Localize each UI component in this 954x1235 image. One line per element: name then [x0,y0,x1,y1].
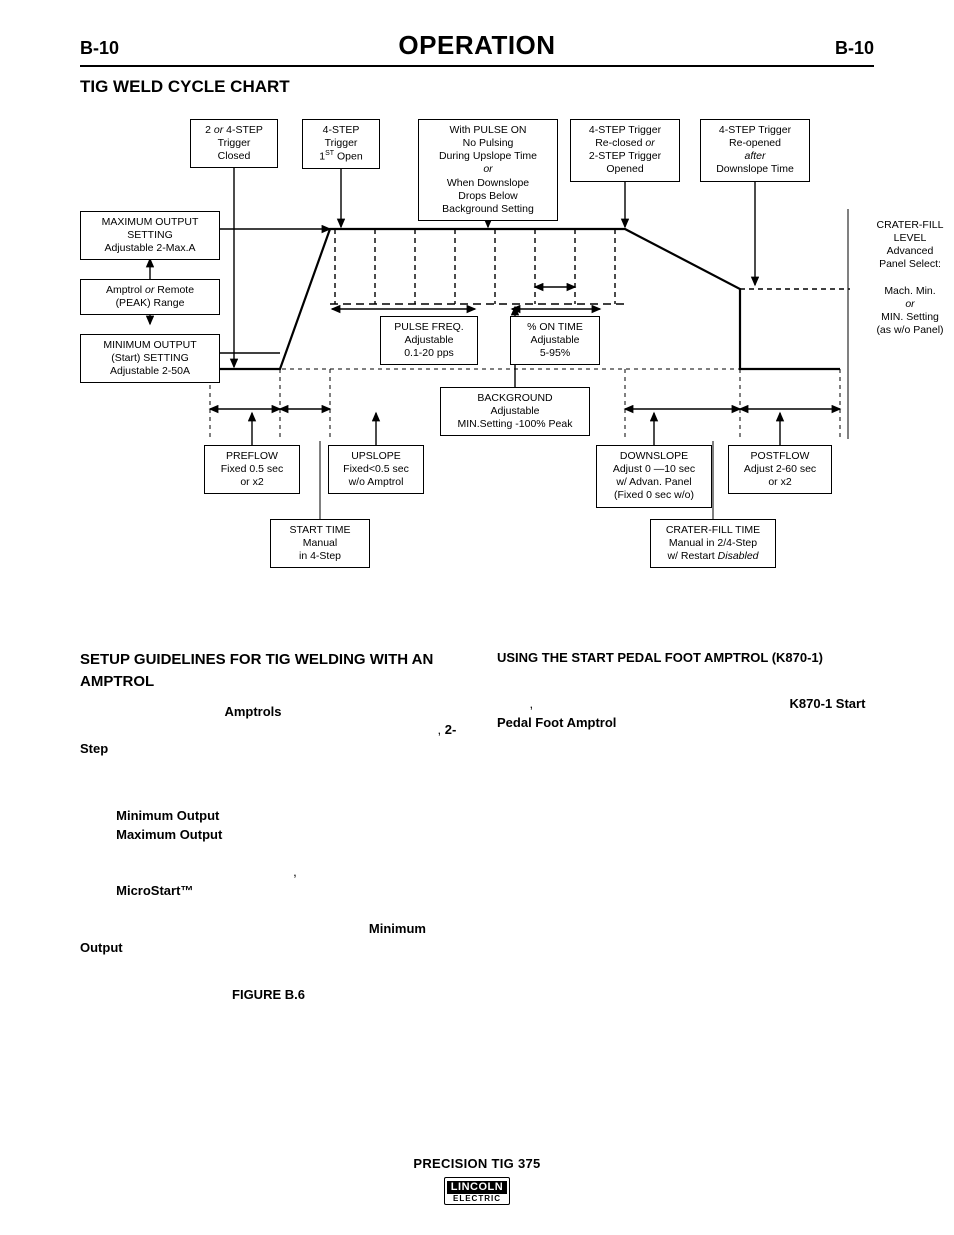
chart-box-downslope: DOWNSLOPEAdjust 0 —10 secw/ Advan. Panel… [596,445,712,508]
kw-microstart: MicroStart™ [116,883,193,898]
chart-box-on_time: % ON TIMEAdjustable5-95% [510,316,600,365]
model-name: PRECISION TIG 375 [0,1156,954,1171]
page-header: B-10 OPERATION B-10 [80,30,874,67]
chart-box-postflow: POSTFLOWAdjust 2-60 secor x2 [728,445,832,494]
body-columns: SETUP GUIDELINES FOR TIG WELDING WITH AN… [80,649,874,1005]
kw-max-out: Maximum Output [116,827,222,842]
setup-heading: SETUP GUIDELINES FOR TIG WELDING WITH AN… [80,649,457,693]
page-footer: PRECISION TIG 375 LINCOLN ELECTRIC [0,1156,954,1205]
left-column: SETUP GUIDELINES FOR TIG WELDING WITH AN… [80,649,457,1005]
chart-text-craterfill-level: CRATER-FILLLEVELAdvancedPanel Select:Mac… [850,219,954,337]
kw-k870: K870-1 Start Pedal Foot Amptrol [497,696,865,730]
chart-box-step_closed: 2 or 4-STEPTriggerClosed [190,119,278,168]
right-column: USING THE START PEDAL FOOT AMPTROL (K870… [497,649,874,1005]
chart-box-pulse_on: With PULSE ONNo PulsingDuring Upslope Ti… [418,119,558,221]
chart-section-title: TIG WELD CYCLE CHART [80,77,874,97]
chart-box-max_out: MAXIMUM OUTPUTSETTINGAdjustable 2-Max.A [80,211,220,260]
chart-box-preflow: PREFLOWFixed 0.5 secor x2 [204,445,300,494]
kw-amptrols: Amptrols [224,704,281,719]
chart-box-upslope: UPSLOPEFixed<0.5 secw/o Amptrol [328,445,424,494]
chart-box-pulse_freq: PULSE FREQ.Adjustable0.1-20 pps [380,316,478,365]
page-code-right: B-10 [835,38,874,59]
page-title: OPERATION [398,30,555,61]
chart-box-background: BACKGROUNDAdjustableMIN.Setting -100% Pe… [440,387,590,436]
kw-min-out: Minimum Output [116,808,219,823]
chart-box-reclosed: 4-STEP TriggerRe-closed or2-STEP Trigger… [570,119,680,182]
chart-box-crater_time: CRATER-FILL TIMEManual in 2/4-Stepw/ Res… [650,519,776,568]
chart-box-amptrol_range: Amptrol or Remote(PEAK) Range [80,279,220,315]
figure-ref: FIGURE B.6 [232,987,305,1002]
brand-lincoln: LINCOLN [447,1181,507,1194]
kw-minimum: Minimum [369,921,426,936]
kw-2step: 2-Step [80,722,456,756]
brand-logo: LINCOLN ELECTRIC [444,1177,510,1205]
kw-output: Output [80,940,123,955]
tig-cycle-chart: 2 or 4-STEPTriggerClosed 4-STEPTrigger1ST… [80,109,874,629]
page-code-left: B-10 [80,38,119,59]
chart-box-min_out: MINIMUM OUTPUT(Start) SETTINGAdjustable … [80,334,220,383]
using-heading: USING THE START PEDAL FOOT AMPTROL (K870… [497,649,874,668]
brand-electric: ELECTRIC [447,1195,507,1203]
chart-box-start_time: START TIMEManualin 4-Step [270,519,370,568]
chart-box-step_open: 4-STEPTrigger1ST Open [302,119,380,169]
chart-box-reopened: 4-STEP TriggerRe-openedafterDownslope Ti… [700,119,810,182]
